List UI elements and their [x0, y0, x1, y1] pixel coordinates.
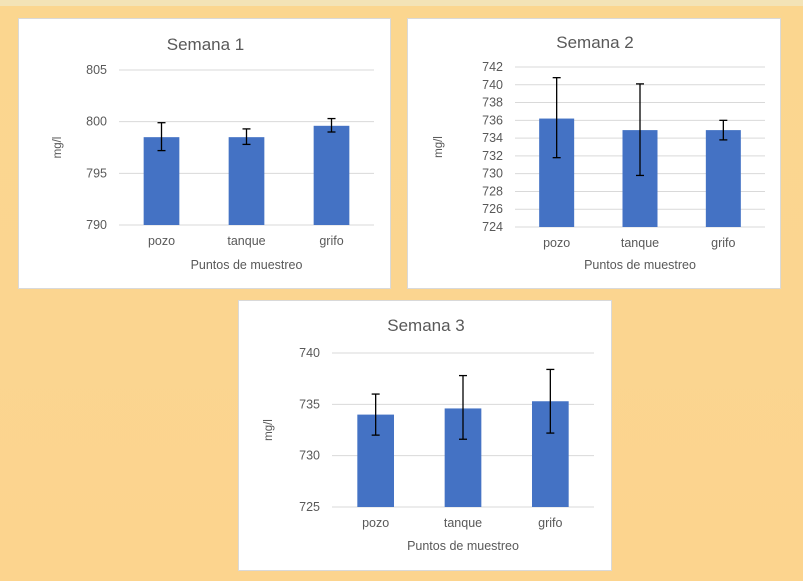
chart-title: Semana 2 [556, 33, 634, 52]
y-tick-label: 738 [482, 96, 503, 110]
y-tick-label: 795 [86, 166, 107, 180]
chart-panel-semana-2: Semana 2 724 726 728 730 732 734 736 738 740 742 po… [407, 18, 781, 289]
chart-panel-semana-3: Semana 3 725 730 735 740 pozo tanque grifo Punto… [238, 300, 612, 571]
y-tick-label: 736 [482, 113, 503, 127]
chart-svg: Semana 2 724 726 728 730 732 734 736 738 740 742 po… [433, 33, 765, 272]
y-tick-label: 740 [482, 78, 503, 92]
error-bar-tanque [459, 374, 467, 440]
chart-svg: Semana 3 725 730 735 740 pozo tanque grifo Punto… [263, 316, 594, 553]
y-tick-label: 726 [482, 202, 503, 216]
y-axis-label: mg/l [433, 136, 445, 158]
y-tick-label: 732 [482, 149, 503, 163]
error-bar-grifo [546, 368, 555, 434]
category-label-pozo: pozo [148, 234, 175, 248]
y-tick-label: 724 [482, 220, 503, 234]
y-tick-label: 805 [86, 63, 107, 77]
y-tick-label: 735 [299, 397, 320, 411]
y-tick-label: 730 [482, 167, 503, 181]
y-tick-label: 728 [482, 184, 503, 198]
y-tick-label: 734 [482, 131, 503, 145]
error-bar-grifo [327, 117, 336, 133]
category-label-tanque: tanque [621, 236, 659, 250]
x-axis-label: Puntos de muestreo [584, 258, 696, 272]
chart-title: Semana 1 [167, 35, 245, 54]
bar-grifo [313, 125, 350, 225]
y-tick-label: 730 [299, 449, 320, 463]
chart-title: Semana 3 [387, 316, 465, 335]
y-tick-label: 740 [299, 346, 320, 360]
error-bar-tanque [242, 128, 251, 146]
y-tick-label: 800 [86, 115, 107, 129]
y-tick-label: 725 [299, 500, 320, 514]
error-bar-grifo [719, 119, 728, 141]
bar-tanque [228, 137, 265, 225]
bar-grifo [705, 130, 741, 227]
x-axis-label: Puntos de muestreo [407, 539, 519, 553]
y-axis-label: mg/l [52, 137, 64, 159]
category-label-pozo: pozo [543, 236, 570, 250]
category-label-grifo: grifo [711, 236, 735, 250]
category-label-pozo: pozo [362, 516, 389, 530]
category-label-grifo: grifo [319, 234, 343, 248]
bar-pozo [143, 137, 180, 225]
error-bar-tanque [636, 83, 644, 177]
error-bar-pozo [552, 77, 561, 159]
y-tick-label: 742 [482, 60, 503, 74]
y-tick-label: 790 [86, 218, 107, 232]
category-label-tanque: tanque [227, 234, 265, 248]
window-top-edge [0, 0, 803, 6]
y-axis-label: mg/l [263, 419, 275, 441]
category-label-tanque: tanque [444, 516, 482, 530]
chart-svg: Semana 1 790 795 800 805 pozo tanque grifo Punto… [52, 35, 374, 272]
chart-panel-semana-1: Semana 1 790 795 800 805 pozo tanque grifo Punto… [18, 18, 391, 289]
error-bar-pozo [157, 122, 166, 152]
x-axis-label: Puntos de muestreo [191, 258, 303, 272]
error-bar-pozo [371, 393, 380, 436]
category-label-grifo: grifo [538, 516, 562, 530]
